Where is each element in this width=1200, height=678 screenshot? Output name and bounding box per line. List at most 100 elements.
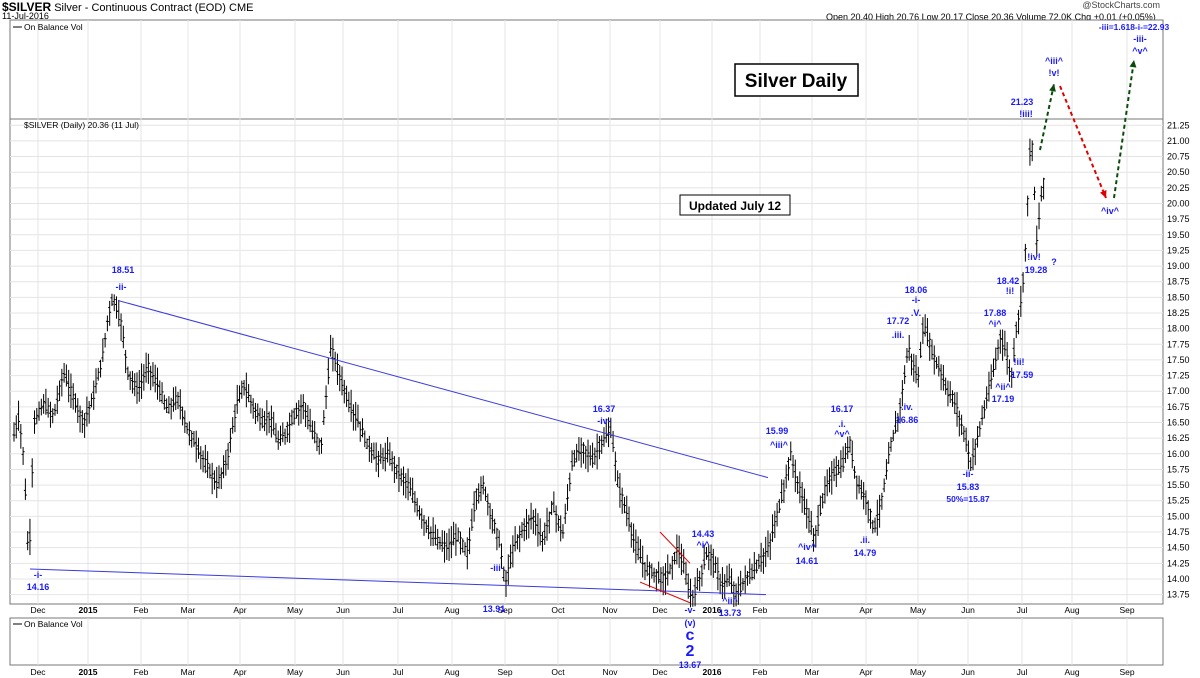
x-tick-label-bottom: Dec [652, 667, 668, 677]
y-tick-label: 17.50 [1167, 355, 1190, 365]
wave-label: -iv- [597, 416, 611, 426]
wave-label: !ii! [1014, 357, 1025, 367]
y-tick-label: 18.75 [1167, 277, 1190, 287]
x-tick-label-bottom: Jun [961, 667, 975, 677]
wave-label: ^v^ [834, 429, 850, 439]
y-tick-label: 15.00 [1167, 511, 1190, 521]
x-tick-label-bottom: Apr [859, 667, 872, 677]
projection-up-arrow-2 [1113, 59, 1135, 199]
y-tick-label: 20.75 [1167, 152, 1190, 162]
quote-line: Open 20.40 High 20.76 Low 20.17 Close 20… [826, 12, 1156, 22]
wave-label: -iii=1.618-i-=22.93 [1099, 22, 1170, 32]
wave-label: .iii. [892, 330, 905, 340]
updated-box [679, 194, 791, 216]
obv-bottom-label: On Balance Vol [24, 619, 83, 629]
obv-top-label: On Balance Vol [24, 22, 83, 32]
obv-bottom-panel [9, 617, 1164, 666]
wave-label: 15.83 [957, 482, 980, 492]
projection-up-arrow-head [1049, 84, 1056, 92]
wave-label: -iii- [490, 563, 504, 573]
wave-label: -v- [685, 605, 696, 615]
y-tick-label: 15.25 [1167, 496, 1190, 506]
wave-label: ^iv^ [1101, 206, 1120, 216]
y-tick-label: 19.00 [1167, 261, 1190, 271]
y-tick-label: 16.00 [1167, 449, 1190, 459]
x-tick-label-bottom: 2016 [703, 667, 722, 677]
price-panel-label: $SILVER (Daily) 20.36 (11 Jul) [24, 120, 139, 130]
x-tick-label-bottom: Jul [393, 667, 404, 677]
wave-label: 17.19 [992, 394, 1015, 404]
projection-down-arrow [1059, 85, 1107, 199]
wave-label: ^iii^ [770, 440, 789, 450]
wave-label: 2 [686, 643, 695, 660]
wave-label: 14.16 [27, 582, 50, 592]
y-tick-label: 19.50 [1167, 230, 1190, 240]
symbol-description: Silver - Continuous Contract (EOD) CME [54, 2, 254, 14]
x-tick-label: Mar [805, 605, 820, 615]
x-tick-label-bottom: Nov [602, 667, 618, 677]
wave-label: ^ii^ [722, 596, 738, 606]
x-tick-label-bottom: Feb [134, 667, 149, 677]
x-tick-label: May [287, 605, 304, 615]
x-tick-label: Mar [181, 605, 196, 615]
y-tick-label: 20.50 [1167, 167, 1190, 177]
wave-label: -i- [34, 570, 43, 580]
wave-label: 17.72 [887, 316, 910, 326]
y-tick-label: 14.50 [1167, 543, 1190, 553]
y-tick-label: 16.75 [1167, 402, 1190, 412]
y-tick-label: 18.00 [1167, 324, 1190, 334]
x-tick-label: Feb [134, 605, 149, 615]
x-tick-label: Apr [859, 605, 872, 615]
y-tick-label: 15.50 [1167, 480, 1190, 490]
wave-label: -ii- [963, 469, 974, 479]
obv-top-panel [9, 19, 1164, 120]
wave-label: .i. [838, 419, 846, 429]
y-tick-label: 17.00 [1167, 386, 1190, 396]
y-tick-label: 19.25 [1167, 245, 1190, 255]
x-tick-label-bottom: May [910, 667, 927, 677]
wave-label: 50%=15.87 [946, 494, 990, 504]
symbol-text: $SILVER [2, 0, 52, 14]
x-tick-label: Jun [961, 605, 975, 615]
projection-up-arrow [1039, 83, 1055, 151]
x-tick-label: 2016 [703, 605, 722, 615]
wave-label: .V. [911, 308, 921, 318]
wave-label: 16.86 [896, 415, 919, 425]
x-tick-label-bottom: 2015 [79, 667, 98, 677]
wave-label: ^iii^ [1045, 56, 1064, 66]
title-box [734, 63, 859, 97]
x-tick-label-bottom: Sep [497, 667, 512, 677]
x-tick-label-bottom: Mar [181, 667, 196, 677]
wave-label: !v! [1049, 68, 1060, 78]
updated-text: Updated July 12 [689, 199, 781, 213]
y-tick-label: 21.25 [1167, 120, 1190, 130]
wave-label: ^i^ [696, 540, 710, 550]
wave-label: 13.91 [483, 604, 506, 614]
wave-label: 17.88 [984, 308, 1007, 318]
wave-label: 19.28 [1025, 265, 1048, 275]
wedge-line [639, 581, 691, 604]
x-tick-label-bottom: Oct [551, 667, 565, 677]
wave-label: (v) [685, 618, 696, 628]
x-tick-label: Dec [30, 605, 46, 615]
wave-label: .iv. [901, 402, 913, 412]
brand-watermark: @StockCharts.com [1082, 0, 1160, 10]
x-tick-label-bottom: Jul [1017, 667, 1028, 677]
wave-label: .ii. [860, 535, 870, 545]
wave-label: 16.37 [593, 404, 616, 414]
y-tick-label: 20.00 [1167, 198, 1190, 208]
x-tick-label: Apr [233, 605, 246, 615]
x-tick-label: Nov [602, 605, 618, 615]
y-tick-label: 20.25 [1167, 183, 1190, 193]
wave-label: 18.42 [997, 276, 1020, 286]
wave-label: -i- [912, 295, 921, 305]
x-tick-label-bottom: Aug [444, 667, 459, 677]
wave-label: ? [1051, 257, 1057, 267]
wave-label: 13.73 [719, 608, 742, 618]
y-tick-label: 18.50 [1167, 292, 1190, 302]
x-tick-label-bottom: Jun [336, 667, 350, 677]
x-tick-label: Jul [1017, 605, 1028, 615]
x-tick-label: Oct [551, 605, 565, 615]
y-tick-label: 18.25 [1167, 308, 1190, 318]
